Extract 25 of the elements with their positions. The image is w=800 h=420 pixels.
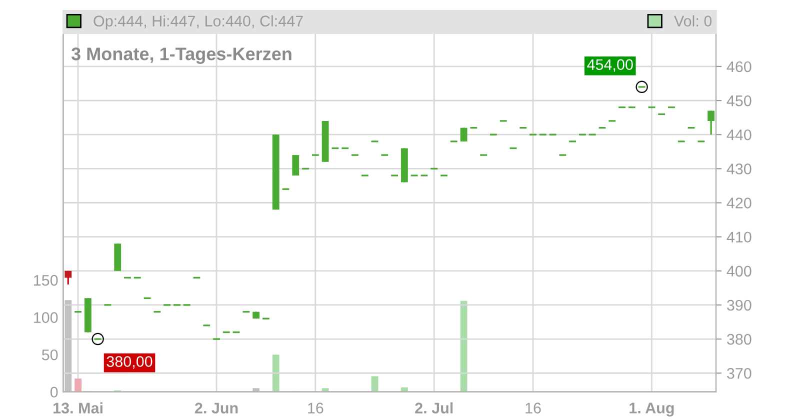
annotation: 380,00 [106, 356, 152, 369]
text: 3 Monate, 1-Tages-Kerzen [71, 48, 292, 64]
y2-tick-label: 440 [726, 129, 752, 140]
x-tick-label: 2. Jul [415, 402, 453, 414]
y-tick-label: 100 [34, 312, 58, 323]
y2-tick-label: 400 [726, 266, 752, 277]
legend-label: Vol: 0 [674, 15, 712, 26]
y2-tick-label: 460 [726, 61, 752, 72]
x-tick-label: 1. Aug [630, 402, 674, 417]
y2-tick-label: 370 [727, 368, 752, 379]
annotation: 454,00 [587, 59, 633, 72]
y2-tick-label: 420 [726, 198, 752, 208]
y2-tick-label: 380 [727, 334, 752, 345]
y2-tick-label: 410 [726, 232, 752, 243]
x-tick-label: 13. Mai [54, 402, 102, 414]
legend-label: Op:444, Hi:447, Lo:440, Cl:447 [94, 15, 303, 30]
y-tick-label: 150 [34, 274, 58, 286]
y2-tick-label: 450 [726, 95, 752, 106]
x-tick-label: 2. Jun [194, 402, 238, 414]
y2-tick-label: 430 [726, 164, 752, 174]
x-tick-label: 16 [308, 402, 324, 414]
y-tick-label: 0 [50, 386, 58, 398]
x-tick-label: 16 [526, 402, 541, 414]
y-tick-label: 50 [42, 349, 58, 360]
y2-tick-label: 390 [727, 300, 752, 311]
